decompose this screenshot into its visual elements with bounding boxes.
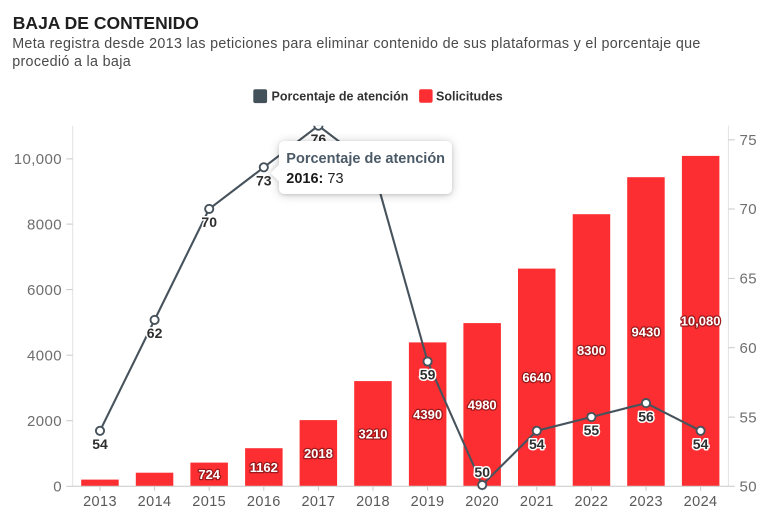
svg-text:54: 54	[529, 436, 545, 452]
svg-text:2023: 2023	[629, 494, 663, 510]
svg-text:6000: 6000	[27, 282, 62, 299]
svg-text:75: 75	[740, 132, 758, 149]
svg-text:4390: 4390	[413, 407, 442, 422]
svg-text:2013: 2013	[83, 494, 117, 510]
svg-text:55: 55	[584, 422, 600, 438]
svg-text:2016: 2016	[247, 494, 281, 510]
svg-text:4980: 4980	[468, 397, 497, 412]
svg-text:59: 59	[420, 367, 436, 383]
svg-text:6640: 6640	[522, 370, 551, 385]
svg-text:62: 62	[147, 325, 163, 341]
svg-text:2019: 2019	[411, 494, 445, 510]
svg-text:2017: 2017	[301, 494, 335, 510]
svg-text:Solicitudes: Solicitudes	[436, 90, 503, 104]
svg-text:4000: 4000	[27, 347, 62, 364]
svg-text:8300: 8300	[577, 343, 606, 358]
svg-text:Porcentaje de atención: Porcentaje de atención	[272, 90, 409, 104]
svg-text:56: 56	[638, 408, 654, 424]
svg-text:3210: 3210	[359, 426, 388, 441]
svg-text:65: 65	[740, 271, 758, 288]
svg-text:70: 70	[740, 201, 758, 218]
svg-text:1162: 1162	[250, 460, 278, 475]
svg-text:2014: 2014	[138, 494, 172, 510]
svg-text:50: 50	[474, 464, 490, 480]
svg-text:10,080: 10,080	[681, 314, 721, 329]
svg-text:2018: 2018	[356, 494, 390, 510]
svg-text:724: 724	[198, 467, 220, 482]
svg-text:2022: 2022	[574, 494, 608, 510]
svg-text:2021: 2021	[520, 494, 554, 510]
svg-text:2015: 2015	[192, 494, 226, 510]
svg-text:2000: 2000	[27, 413, 62, 430]
svg-text:2024: 2024	[684, 494, 718, 510]
svg-text:70: 70	[201, 214, 217, 230]
svg-text:9430: 9430	[632, 324, 661, 339]
svg-text:55: 55	[740, 409, 758, 426]
svg-text:54: 54	[92, 436, 108, 452]
svg-text:8000: 8000	[27, 216, 62, 233]
svg-text:2018: 2018	[304, 446, 333, 461]
svg-text:10,000: 10,000	[14, 151, 62, 168]
svg-text:54: 54	[693, 436, 709, 452]
svg-text:60: 60	[740, 340, 758, 357]
svg-text:0: 0	[53, 479, 62, 496]
svg-text:73: 73	[256, 173, 272, 189]
svg-text:2020: 2020	[465, 494, 499, 510]
svg-text:50: 50	[740, 479, 758, 496]
